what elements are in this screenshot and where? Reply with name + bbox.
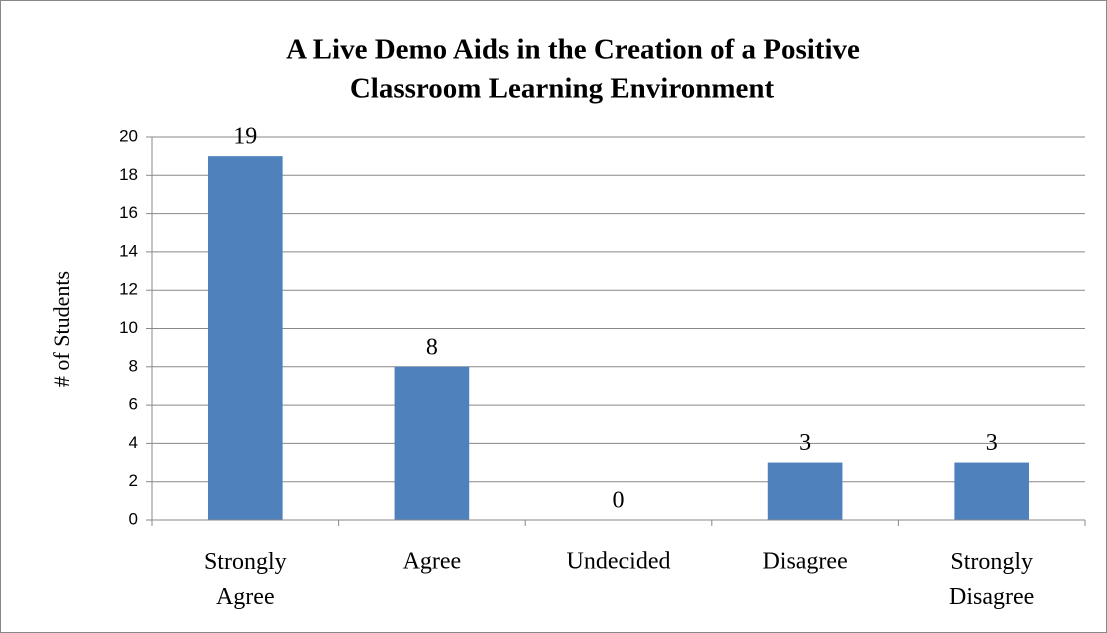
y-tick-label: 20 [119,126,138,145]
y-tick-label: 8 [129,356,138,375]
y-tick-label: 10 [119,318,138,337]
chart-title: Classroom Learning Environment [350,73,775,105]
y-tick-label: 18 [119,165,138,184]
x-tick-label: Disagree [762,549,847,575]
x-tick-label: Agree [403,549,462,575]
y-axis-label: # of Students [49,271,74,387]
bar [954,462,1030,520]
data-label: 19 [233,124,257,150]
data-label: 0 [613,488,625,514]
y-tick-label: 0 [129,509,138,528]
y-tick-label: 2 [129,471,138,490]
y-tick-label: 16 [119,203,138,222]
chart-title: A Live Demo Aids in the Creation of a Po… [286,34,860,66]
bar [767,462,843,520]
bar [207,156,283,520]
data-label: 3 [799,430,811,456]
y-tick-label: 12 [119,280,138,299]
data-label: 8 [426,334,438,360]
x-tick-label: Undecided [567,549,671,575]
bar [394,366,470,520]
data-label: 3 [986,430,998,456]
x-tick-label: Strongly Disagree [949,549,1034,610]
y-tick-label: 4 [129,433,138,452]
x-tick-label: Strongly Agree [204,549,287,610]
y-tick-label: 6 [129,395,138,414]
y-tick-label: 14 [119,241,138,260]
